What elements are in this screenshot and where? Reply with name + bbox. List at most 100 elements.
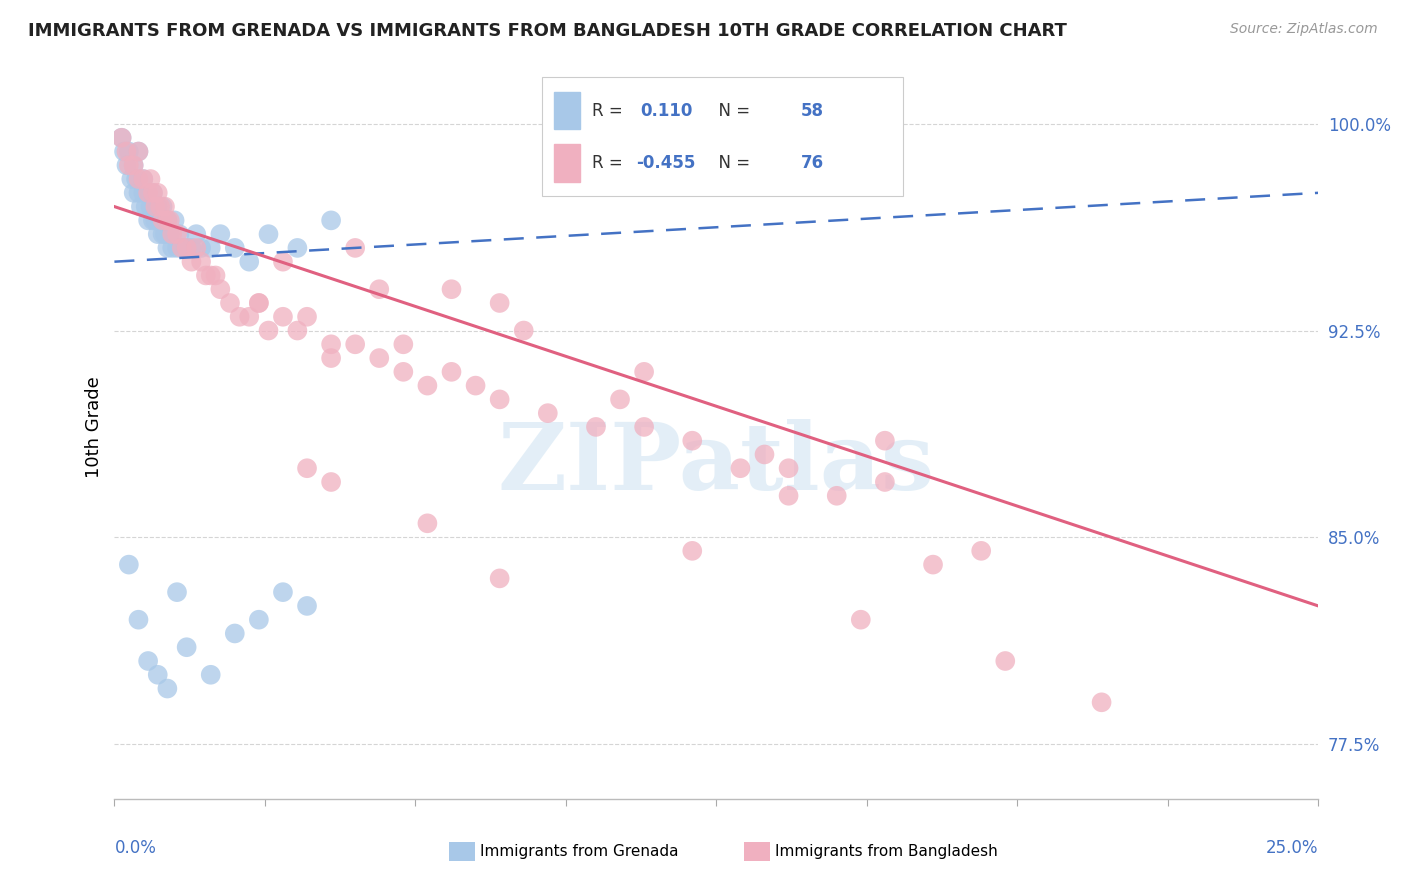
Point: [488, 571, 510, 585]
Point: [156, 213, 179, 227]
Text: N =: N =: [707, 154, 755, 172]
Point: [194, 268, 217, 283]
Point: [200, 241, 222, 255]
Point: [127, 172, 149, 186]
Point: [778, 489, 800, 503]
Point: [160, 241, 183, 255]
Point: [166, 241, 188, 255]
Point: [176, 241, 198, 255]
Point: [271, 310, 294, 324]
Point: [416, 378, 439, 392]
Point: [440, 282, 463, 296]
Point: [149, 200, 172, 214]
Point: [146, 227, 169, 241]
Point: [176, 640, 198, 655]
Point: [200, 667, 222, 681]
Point: [204, 268, 226, 283]
Point: [170, 241, 193, 255]
Point: [127, 613, 149, 627]
Point: [271, 585, 294, 599]
Y-axis label: 10th Grade: 10th Grade: [86, 376, 103, 478]
Point: [319, 213, 342, 227]
Point: [118, 145, 141, 159]
Point: [122, 158, 145, 172]
Point: [994, 654, 1017, 668]
Point: [186, 241, 208, 255]
Point: [464, 378, 486, 392]
Point: [146, 186, 169, 200]
Point: [1090, 695, 1112, 709]
Point: [129, 200, 152, 214]
Point: [190, 241, 212, 255]
Point: [136, 186, 159, 200]
Point: [224, 626, 246, 640]
Point: [633, 365, 655, 379]
Text: 0.0%: 0.0%: [114, 838, 156, 857]
Point: [180, 254, 202, 268]
Point: [228, 310, 250, 324]
Point: [209, 282, 232, 296]
Point: [118, 158, 141, 172]
Point: [118, 558, 141, 572]
Point: [257, 324, 280, 338]
Point: [166, 585, 188, 599]
Point: [970, 544, 993, 558]
Point: [143, 213, 166, 227]
Point: [922, 558, 945, 572]
Point: [111, 130, 134, 145]
Point: [392, 365, 415, 379]
Point: [180, 241, 202, 255]
Point: [295, 310, 318, 324]
Point: [115, 158, 138, 172]
Text: 76: 76: [800, 154, 824, 172]
Point: [200, 268, 222, 283]
Point: [159, 227, 181, 241]
Point: [156, 241, 179, 255]
Point: [142, 186, 165, 200]
Point: [368, 282, 391, 296]
Point: [186, 227, 208, 241]
Point: [122, 186, 145, 200]
Point: [169, 227, 191, 241]
Point: [152, 200, 174, 214]
Point: [136, 213, 159, 227]
Point: [156, 681, 179, 696]
Point: [136, 186, 159, 200]
Text: R =: R =: [592, 102, 634, 120]
Point: [295, 599, 318, 613]
Point: [344, 337, 367, 351]
Point: [224, 241, 246, 255]
Point: [111, 130, 134, 145]
Point: [159, 213, 181, 227]
Point: [247, 613, 270, 627]
Point: [163, 213, 186, 227]
Point: [122, 158, 145, 172]
Point: [132, 186, 155, 200]
Point: [537, 406, 560, 420]
Point: [319, 475, 342, 489]
Point: [125, 172, 148, 186]
Point: [146, 200, 169, 214]
Point: [295, 461, 318, 475]
Point: [166, 227, 188, 241]
Point: [152, 213, 174, 227]
Point: [146, 667, 169, 681]
Point: [778, 461, 800, 475]
Text: Immigrants from Bangladesh: Immigrants from Bangladesh: [775, 844, 998, 859]
Point: [257, 227, 280, 241]
FancyBboxPatch shape: [541, 78, 903, 196]
Point: [319, 337, 342, 351]
Point: [825, 489, 848, 503]
Point: [149, 213, 172, 227]
Point: [209, 227, 232, 241]
Point: [190, 254, 212, 268]
Point: [136, 654, 159, 668]
Point: [152, 227, 174, 241]
Point: [135, 200, 157, 214]
Point: [156, 213, 179, 227]
Text: -0.455: -0.455: [636, 154, 695, 172]
Point: [344, 241, 367, 255]
Point: [585, 420, 607, 434]
Point: [633, 420, 655, 434]
Point: [681, 544, 703, 558]
